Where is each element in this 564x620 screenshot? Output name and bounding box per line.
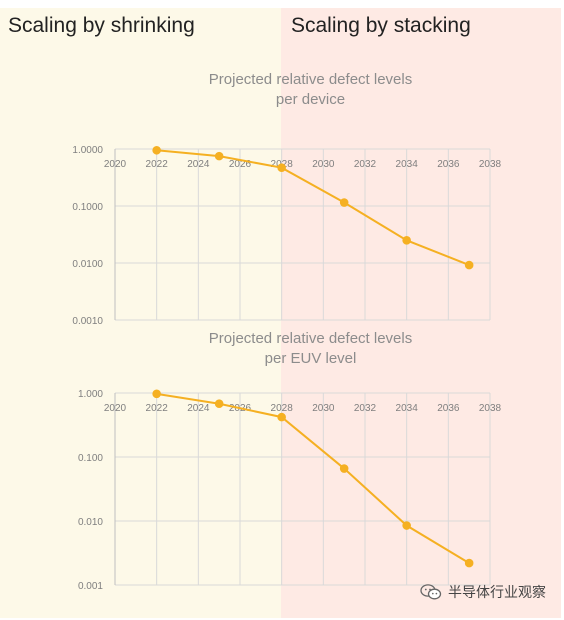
euv-x-tick-label: 2036 <box>437 403 460 414</box>
euv-x-tick-label: 2020 <box>104 403 127 414</box>
device-chart-title: Projected relative defect levels <box>209 71 412 88</box>
stacking-panel <box>281 8 561 618</box>
euv-data-point <box>277 412 286 422</box>
euv-chart-title: Projected relative defect levels <box>209 330 412 347</box>
euv-data-point <box>464 558 474 568</box>
euv-y-tick-label: 0.001 <box>78 581 103 592</box>
euv-y-tick-label: 0.010 <box>78 517 103 528</box>
device-data-point <box>277 163 286 172</box>
device-y-tick-label: 0.0010 <box>72 316 103 327</box>
euv-data-point <box>402 521 411 530</box>
device-data-point <box>214 151 224 161</box>
device-y-tick-label: 0.1000 <box>72 202 103 213</box>
euv-chart-title: per EUV level <box>265 350 357 367</box>
euv-x-tick-label: 2034 <box>396 403 419 414</box>
euv-data-point <box>214 399 224 409</box>
device-data-point <box>339 198 349 207</box>
euv-y-tick-label: 0.100 <box>78 453 103 464</box>
euv-x-tick-label: 2024 <box>187 403 210 414</box>
shrinking-header: Scaling by shrinking <box>8 14 195 37</box>
euv-x-tick-label: 2032 <box>354 403 377 414</box>
euv-x-tick-label: 2030 <box>312 403 335 414</box>
euv-y-tick-label: 1.000 <box>78 389 103 400</box>
device-x-tick-label: 2034 <box>396 159 419 170</box>
stacking-header: Scaling by stacking <box>291 14 471 37</box>
shrinking-panel <box>0 8 281 618</box>
device-x-tick-label: 2022 <box>146 159 169 170</box>
device-y-tick-label: 0.0100 <box>72 259 103 270</box>
device-y-tick-label: 1.0000 <box>72 145 103 156</box>
euv-x-tick-label: 2038 <box>479 403 502 414</box>
device-data-point <box>152 145 161 155</box>
device-x-tick-label: 2020 <box>104 159 127 170</box>
device-series-line <box>156 149 470 266</box>
device-x-tick-label: 2038 <box>479 159 502 170</box>
device-x-tick-label: 2024 <box>187 159 210 170</box>
device-data-point <box>402 236 411 245</box>
euv-data-point <box>339 464 349 473</box>
device-x-tick-label: 2030 <box>312 159 335 170</box>
device-data-point <box>464 260 474 270</box>
euv-x-tick-label: 2022 <box>146 403 169 414</box>
device-x-tick-label: 2032 <box>354 159 377 170</box>
device-x-tick-label: 2026 <box>229 159 252 170</box>
device-chart-title: per device <box>276 91 345 108</box>
euv-data-point <box>152 389 161 399</box>
euv-x-tick-label: 2028 <box>271 403 294 414</box>
watermark-text: 半导体行业观察 <box>448 584 546 600</box>
watermark: 半导体行业观察 <box>420 582 546 602</box>
wechat-icon <box>420 584 442 600</box>
euv-series-line <box>156 392 470 564</box>
device-x-tick-label: 2036 <box>437 159 460 170</box>
